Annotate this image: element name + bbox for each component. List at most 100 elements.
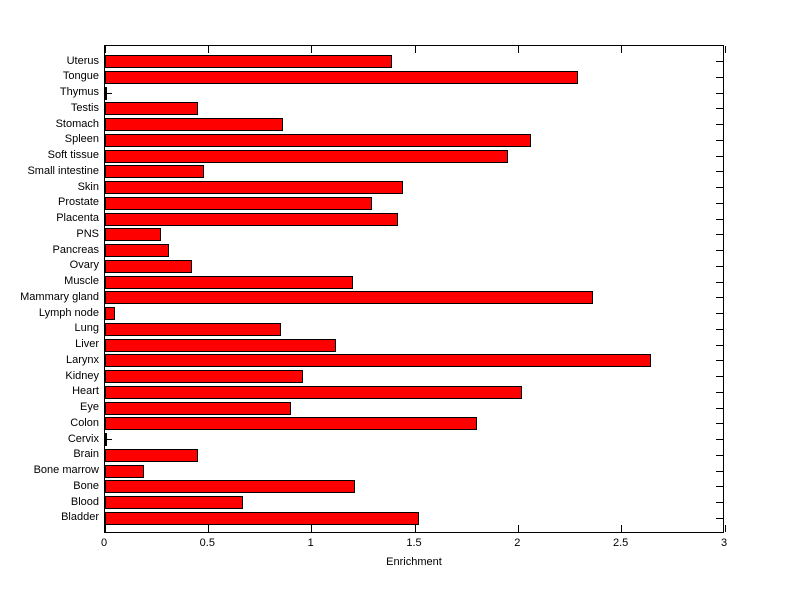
y-tick-right [716,155,723,157]
y-tick-label-thymus: Thymus [59,86,99,99]
y-tick-right [716,328,723,330]
y-tick-label-liver: Liver [75,338,99,351]
y-tick-right [716,124,723,126]
y-tick-label-blood: Blood [70,495,99,508]
bar-bladder [105,511,420,525]
y-tick-label-pancreas: Pancreas [52,243,99,256]
x-tick-label: 1 [307,537,314,549]
x-tick-top [621,46,623,53]
y-tick-label-skin: Skin [77,180,99,193]
y-tick-right [716,297,723,299]
bar-eye [105,401,291,415]
y-tick-label-larynx: Larynx [65,353,99,366]
bar-stomach [105,118,283,132]
y-tick-right [716,439,723,441]
y-tick-label-lymph-node: Lymph node [38,306,99,319]
y-tick-right [716,391,723,393]
y-tick-right [716,470,723,472]
y-tick-right [716,92,723,94]
x-tick-top [724,46,726,53]
x-tick-bottom [621,525,623,532]
bar-heart [105,385,523,399]
x-tick-top [311,46,313,53]
y-tick-label-lung: Lung [74,322,99,335]
bar-thymus [105,86,108,100]
x-tick-top [104,46,106,53]
y-tick-right [716,502,723,504]
x-tick-label: 2.5 [613,537,629,549]
y-tick-right [716,218,723,220]
y-tick-right [716,234,723,236]
y-tick-left [105,92,112,94]
bar-pancreas [105,244,170,258]
y-tick-right [716,313,723,315]
y-tick-right [716,265,723,267]
x-tick-label: 1.5 [406,537,422,549]
x-tick-bottom [311,525,313,532]
y-tick-label-ovary: Ovary [69,259,99,272]
x-tick-label: 2 [514,537,521,549]
y-tick-label-uterus: Uterus [66,54,99,67]
y-tick-label-colon: Colon [70,416,99,429]
y-tick-label-testis: Testis [70,101,99,114]
y-tick-left [105,439,112,441]
y-tick-label-bone: Bone [73,479,99,492]
y-tick-right [716,76,723,78]
bar-cervix [105,433,108,447]
bar-lung [105,322,281,336]
y-tick-right [716,250,723,252]
x-tick-top [207,46,209,53]
plot-area [104,45,726,533]
y-tick-label-tongue: Tongue [62,70,99,83]
x-tick-bottom [517,525,519,532]
y-tick-label-bladder: Bladder [61,511,99,524]
bar-colon [105,417,477,431]
bar-tongue [105,70,579,84]
x-tick-label: 0.5 [199,537,215,549]
x-tick-top [517,46,519,53]
x-tick-label: 0 [100,537,108,549]
y-tick-label-small-intestine: Small intestine [27,164,99,177]
y-tick-right [716,187,723,189]
y-tick-right [716,108,723,110]
y-tick-right [716,376,723,378]
y-tick-label-spleen: Spleen [64,133,99,146]
bar-liver [105,338,337,352]
x-axis-label: Enrichment [386,556,442,568]
y-tick-right [716,517,723,519]
y-tick-label-bone-marrow: Bone marrow [33,464,99,477]
bar-placenta [105,212,399,226]
y-tick-label-brain: Brain [73,448,99,461]
y-tick-right [716,61,723,63]
y-tick-right [716,454,723,456]
y-tick-label-muscle: Muscle [64,275,99,288]
x-tick-bottom [414,525,416,532]
x-tick-top [414,46,416,53]
y-tick-right [716,139,723,141]
y-tick-label-heart: Heart [72,385,99,398]
bar-uterus [105,55,393,69]
bar-skin [105,181,403,195]
bar-kidney [105,370,304,384]
y-tick-right [716,344,723,346]
bar-mammary-gland [105,291,593,305]
bar-larynx [105,354,651,368]
x-tick-label: 3 [720,537,728,549]
x-tick-bottom [724,525,726,532]
y-tick-label-kidney: Kidney [65,369,99,382]
bar-blood [105,496,244,510]
y-tick-right [716,486,723,488]
bar-testis [105,102,198,116]
y-tick-right [716,281,723,283]
y-tick-label-soft-tissue: Soft tissue [47,149,99,162]
y-tick-right [716,171,723,173]
y-tick-label-mammary-gland: Mammary gland [20,290,99,303]
y-tick-right [716,202,723,204]
bar-brain [105,448,198,462]
bar-ovary [105,259,192,273]
y-tick-label-prostate: Prostate [58,196,99,209]
bar-pns [105,228,161,242]
bar-bone-marrow [105,464,145,478]
y-tick-label-eye: Eye [80,401,99,414]
bar-spleen [105,133,531,147]
